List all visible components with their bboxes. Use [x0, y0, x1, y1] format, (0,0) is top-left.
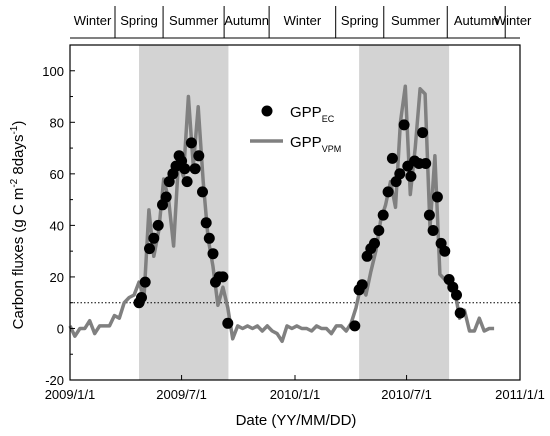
gpp-ec-point	[181, 176, 193, 188]
x-tick-label: 2010/1/1	[270, 387, 321, 402]
gpp-ec-point	[152, 219, 164, 231]
x-tick-label: 2009/1/1	[45, 387, 96, 402]
x-axis: 2009/1/1 2009/7/1 2010/1/1 2010/7/1 2011/1/1	[45, 375, 545, 402]
season-label: Spring	[341, 13, 379, 28]
gpp-ec-point	[139, 276, 151, 288]
season-label: Spring	[120, 13, 158, 28]
gpp-ec-point	[439, 245, 451, 257]
season-label: Autumn	[224, 13, 269, 28]
legend-gpp-ec-label: GPPEC	[290, 104, 335, 124]
season-label: Winter	[74, 13, 112, 28]
season-label: Winter	[284, 13, 322, 28]
gpp-ec-point	[454, 307, 466, 319]
x-tick-label: 2009/7/1	[156, 387, 207, 402]
plot-frame	[69, 44, 521, 381]
season-band: Winter Spring Summer Autumn Winter Spring Summ…	[70, 6, 532, 39]
gpp-ec-point	[179, 163, 191, 175]
gpp-ec-point	[423, 209, 435, 221]
gpp-ec-point	[369, 237, 380, 249]
season-label: Winter	[494, 13, 532, 28]
y-axis-label: Carbon fluxes (g C m-2 8days-1)	[9, 121, 27, 330]
y-tick-label: 80	[50, 115, 64, 130]
y-tick-label: -20	[45, 373, 64, 388]
gpp-ec-point	[197, 186, 208, 198]
y-tick-label: 0	[57, 321, 64, 336]
y-tick-label: 100	[42, 64, 64, 79]
gpp-ec-point	[189, 163, 201, 175]
x-tick-label: 2011/1/1	[495, 387, 545, 402]
legend-gpp-vpm-label: GPPVPM	[290, 134, 341, 154]
x-axis-label: Date (YY/MM/DD)	[236, 412, 357, 429]
gpp-ec-point	[356, 279, 368, 291]
gpp-ec-point	[394, 168, 406, 180]
legend: GPPEC GPPVPM	[250, 104, 341, 154]
gpp-ec-point	[386, 152, 398, 164]
gpp-ec-point	[427, 225, 439, 236]
series-gpp-ec	[133, 119, 466, 332]
gpp-ec-point	[144, 243, 155, 255]
legend-gpp-ec-marker	[261, 105, 273, 117]
gpp-ec-point	[222, 317, 234, 329]
gpp-ec-point	[160, 191, 172, 203]
gpp-ec-point	[431, 191, 443, 203]
x-tick-label: 2010/7/1	[381, 387, 432, 402]
gpp-ec-point	[377, 209, 389, 221]
series-gpp-vpm	[68, 84, 495, 344]
gpp-vpm-line	[68, 84, 495, 344]
y-tick-label: 20	[50, 270, 64, 285]
gpp-ec-point	[217, 271, 229, 283]
season-label: Summer	[391, 13, 441, 28]
gpp-ec-point	[420, 158, 432, 169]
gpp-ec-point	[200, 217, 212, 229]
gpp-ec-point	[405, 170, 417, 182]
y-axis: -20 0 20 40 60 80 100	[42, 64, 75, 388]
gpp-ec-point	[136, 292, 147, 303]
gpp-ec-point	[193, 150, 205, 162]
shaded-period	[139, 45, 229, 380]
season-label: Autumn	[454, 13, 499, 28]
gpp-ec-point	[398, 119, 410, 131]
gpp-ec-point	[349, 320, 361, 332]
gpp-ec-point	[207, 248, 219, 260]
gpp-ec-point	[373, 225, 385, 236]
gpp-ec-point	[148, 232, 160, 244]
y-tick-label: 40	[50, 218, 64, 233]
gpp-ec-point	[203, 232, 215, 244]
y-tick-label: 60	[50, 167, 64, 182]
season-label: Summer	[169, 13, 219, 28]
gpp-ec-point	[185, 137, 197, 149]
gpp-ec-point	[417, 127, 429, 139]
gpp-ec-point	[451, 289, 462, 301]
gpp-ec-point	[382, 186, 394, 198]
